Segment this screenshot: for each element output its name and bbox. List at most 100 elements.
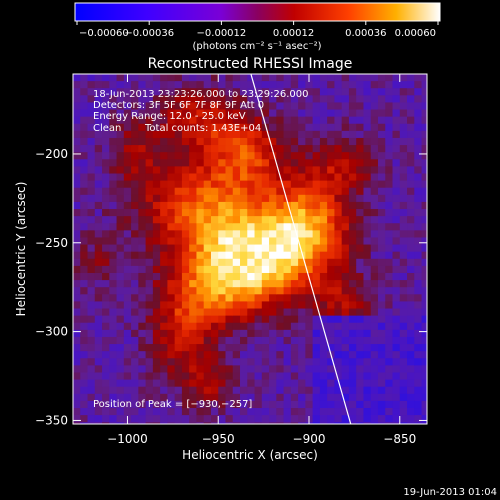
- heatmap-cell: [145, 223, 154, 231]
- heatmap-cell: [196, 159, 205, 167]
- heatmap-cell: [160, 258, 168, 267]
- heatmap-cell: [94, 351, 103, 359]
- heatmap-cell: [298, 301, 306, 310]
- heatmap-cell: [138, 209, 147, 217]
- heatmap-cell: [174, 301, 183, 310]
- heatmap-cell: [73, 408, 81, 416]
- heatmap-cell: [80, 265, 89, 274]
- heatmap-cell: [269, 137, 277, 146]
- heatmap-cell: [73, 223, 81, 231]
- heatmap-cell: [348, 265, 357, 274]
- heatmap-cell: [407, 358, 415, 366]
- heatmap-cell: [356, 386, 365, 395]
- heatmap-cell: [102, 159, 110, 167]
- heatmap-cell: [174, 415, 183, 423]
- heatmap-cell: [312, 159, 321, 167]
- heatmap-cell: [247, 294, 256, 303]
- heatmap-cell: [356, 130, 365, 139]
- heatmap-cell: [225, 301, 234, 310]
- heatmap-cell: [356, 137, 365, 146]
- heatmap-cell: [312, 344, 321, 352]
- heatmap-cell: [240, 137, 248, 146]
- heatmap-cell: [283, 223, 292, 231]
- heatmap-cell: [399, 280, 408, 288]
- heatmap-cell: [116, 272, 125, 281]
- heatmap-cell: [87, 386, 96, 395]
- heatmap-cell: [87, 351, 96, 359]
- heatmap-cell: [160, 301, 168, 310]
- heatmap-cell: [116, 265, 125, 274]
- heatmap-cell: [319, 251, 328, 260]
- heatmap-cell: [210, 145, 219, 153]
- heatmap-cell: [319, 102, 328, 111]
- heatmap-cell: [385, 308, 394, 317]
- heatmap-cell: [421, 251, 427, 260]
- heatmap-cell: [399, 102, 408, 111]
- heatmap-cell: [399, 365, 408, 374]
- heatmap-cell: [356, 81, 365, 89]
- heatmap-cell: [392, 301, 401, 310]
- heatmap-cell: [240, 272, 248, 281]
- heatmap-cell: [240, 130, 248, 139]
- heatmap-cell: [356, 230, 365, 239]
- heatmap-cell: [80, 308, 89, 317]
- heatmap-cell: [203, 74, 212, 82]
- heatmap-cell: [319, 322, 328, 331]
- heatmap-cell: [290, 130, 299, 139]
- heatmap-cell: [356, 365, 365, 374]
- heatmap-cell: [414, 408, 423, 416]
- heatmap-cell: [167, 379, 176, 388]
- heatmap-cell: [341, 258, 350, 267]
- heatmap-cell: [363, 166, 372, 175]
- heatmap-cell: [298, 102, 306, 111]
- heatmap-cell: [210, 244, 219, 253]
- heatmap-cell: [109, 230, 118, 239]
- heatmap-cell: [377, 230, 386, 239]
- heatmap-cell: [283, 344, 292, 352]
- heatmap-cell: [196, 258, 205, 267]
- heatmap-cell: [196, 365, 205, 374]
- heatmap-cell: [80, 216, 89, 224]
- heatmap-cell: [421, 209, 427, 217]
- heatmap-cell: [312, 415, 321, 423]
- heatmap-cell: [174, 372, 183, 381]
- heatmap-cell: [348, 400, 357, 409]
- heatmap-cell: [247, 173, 256, 182]
- heatmap-cell: [319, 244, 328, 253]
- heatmap-cell: [298, 294, 306, 303]
- heatmap-cell: [73, 315, 81, 324]
- heatmap-cell: [392, 180, 401, 189]
- heatmap-cell: [203, 230, 212, 239]
- heatmap-cell: [181, 187, 190, 196]
- heatmap-cell: [312, 265, 321, 274]
- heatmap-cell: [116, 166, 125, 175]
- axis-ticks: −1000 −950 −900 −850−200−250−300−350: [35, 74, 427, 446]
- heatmap-cell: [152, 116, 161, 125]
- heatmap-cell: [225, 216, 234, 224]
- heatmap-cell: [261, 237, 270, 246]
- heatmap-cell: [189, 358, 198, 366]
- heatmap-cell: [181, 130, 190, 139]
- heatmap-cell: [276, 344, 285, 352]
- heatmap-cell: [312, 152, 321, 160]
- heatmap-cell: [407, 400, 415, 409]
- heatmap-cell: [123, 209, 132, 217]
- heatmap-cell: [247, 287, 256, 295]
- heatmap-cell: [341, 74, 350, 82]
- heatmap-cell: [73, 400, 81, 409]
- heatmap-cell: [327, 244, 336, 253]
- heatmap-cell: [269, 194, 277, 203]
- heatmap-cell: [370, 322, 379, 331]
- heatmap-cell: [363, 201, 372, 210]
- heatmap-cell: [189, 166, 198, 175]
- heatmap-cell: [225, 372, 234, 381]
- heatmap-cell: [131, 351, 139, 359]
- heatmap-cell: [254, 216, 263, 224]
- total-counts-annotation: Total counts: 1.43E+04: [144, 123, 261, 134]
- heatmap-cell: [327, 308, 336, 317]
- heatmap-cell: [385, 365, 394, 374]
- heatmap-cell: [414, 173, 423, 182]
- heatmap-cell: [240, 244, 248, 253]
- heatmap-cell: [269, 265, 277, 274]
- heatmap-cell: [319, 173, 328, 182]
